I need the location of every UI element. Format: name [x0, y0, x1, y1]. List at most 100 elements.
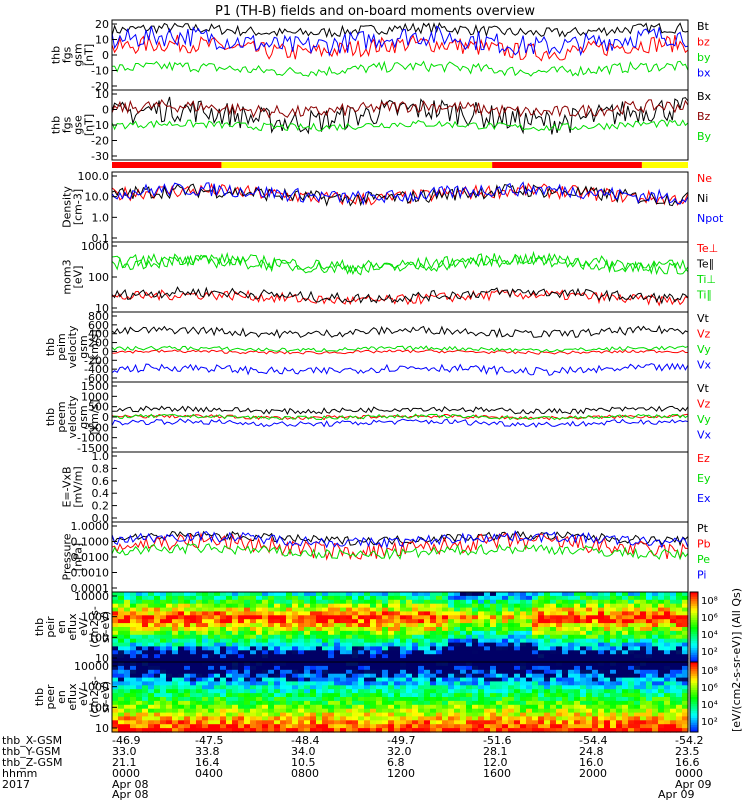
spectrogram-cell [364, 700, 371, 706]
spectrogram-cell [682, 665, 689, 671]
spectrogram-cell [658, 654, 665, 659]
spectrogram-cell [184, 630, 191, 636]
colorbar-step [690, 685, 698, 689]
spectrogram-cell [196, 595, 203, 601]
spectrogram-cell [226, 716, 233, 721]
spectrogram-cell [682, 728, 689, 733]
spectrogram-cell [586, 638, 593, 644]
spectrogram-cell [424, 646, 431, 651]
spectrogram-cell [676, 611, 683, 616]
spectrogram-cell [406, 673, 413, 679]
spectrogram-cell [616, 720, 623, 725]
spectrogram-cell [364, 693, 371, 698]
spectrogram-cell [574, 654, 581, 659]
spectrogram-cell [214, 611, 221, 616]
spectrogram-cell [328, 623, 335, 628]
spectrogram-cell [466, 673, 473, 679]
spectrogram-cell [562, 704, 569, 710]
spectrogram-cell [520, 627, 527, 632]
spectrogram-cell [316, 595, 323, 601]
spectrogram-cell [430, 704, 437, 710]
spectrogram-cell [646, 627, 653, 632]
spectrogram-cell [340, 693, 347, 698]
spectrogram-cell [298, 669, 305, 675]
spectrogram-cell [214, 607, 221, 613]
spectrogram-cell [580, 607, 587, 613]
spectrogram-cell [124, 599, 131, 605]
spectrogram-cell [580, 638, 587, 644]
spectrogram-cell [184, 607, 191, 613]
spectrogram-cell [370, 592, 377, 597]
spectrogram-cell [178, 665, 185, 671]
spectrogram-cell [364, 623, 371, 628]
spectrogram-cell [184, 720, 191, 725]
spectrogram-cell [562, 592, 569, 597]
spectrogram-cell [640, 592, 647, 597]
spectrogram-cell [328, 627, 335, 632]
spectrogram-cell [202, 638, 209, 644]
spectrogram-cell [124, 658, 131, 663]
spectrogram-cell [586, 704, 593, 710]
spectrogram-cell [334, 712, 341, 718]
y-tick-label: 100 [88, 631, 109, 644]
spectrogram-cell [166, 716, 173, 721]
spectrogram-cell [112, 650, 119, 655]
spectrogram-cell [526, 681, 533, 686]
spectrogram-cell [310, 650, 317, 655]
spectrogram-cell [646, 697, 653, 702]
spectrogram-cell [460, 665, 467, 671]
spectrogram-cell [118, 607, 125, 613]
spectrogram-cell [514, 662, 521, 667]
spectrogram-cell [184, 665, 191, 671]
spectrogram-cell [574, 665, 581, 671]
spectrogram-cell [580, 599, 587, 605]
spectrogram-cell [232, 728, 239, 733]
spectrogram-cell [484, 650, 491, 655]
spectrogram-cell [346, 658, 353, 663]
spectrogram-cell [262, 712, 269, 718]
spectrogram-cell [388, 681, 395, 686]
spectrogram-cell [544, 646, 551, 651]
spectrogram-cell [424, 642, 431, 648]
spectrogram-cell [502, 697, 509, 702]
spectrogram-cell [328, 646, 335, 651]
spectrogram-cell [382, 627, 389, 632]
spectrogram-cell [136, 642, 143, 648]
spectrogram-cell [232, 611, 239, 616]
spectrogram-cell [364, 685, 371, 690]
spectrogram-cell [154, 685, 161, 690]
spectrogram-cell [124, 619, 131, 624]
spectrogram-cell [262, 630, 269, 636]
spectrogram-cell [208, 716, 215, 721]
spectrogram-cell [508, 681, 515, 686]
spectrogram-cell [160, 685, 167, 690]
spectrogram-cell [532, 677, 539, 683]
spectrogram-cell [454, 712, 461, 718]
spectrogram-cell [406, 611, 413, 616]
spectrogram-cell [616, 697, 623, 702]
spectrogram-cell [646, 704, 653, 710]
spectrogram-cell [112, 665, 119, 671]
spectrogram-cell [394, 712, 401, 718]
spectrogram-cell [598, 662, 605, 667]
spectrogram-cell [556, 599, 563, 605]
spectrogram-cell [406, 662, 413, 667]
spectrogram-cell [250, 623, 257, 628]
spectrogram-cell [364, 627, 371, 632]
spectrogram-cell [658, 716, 665, 721]
spectrogram-cell [592, 712, 599, 718]
spectrogram-cell [364, 611, 371, 616]
spectrogram-cell [616, 642, 623, 648]
spectrogram-cell [322, 627, 329, 632]
spectrogram-cell [616, 681, 623, 686]
spectrogram-cell [634, 693, 641, 698]
spectrogram-cell [472, 603, 479, 609]
spectrogram-cell [508, 603, 515, 609]
spectrogram-cell [184, 728, 191, 733]
spectrogram-cell [316, 592, 323, 597]
spectrogram-cell [442, 642, 449, 648]
spectrogram-cell [148, 677, 155, 683]
spectrogram-cell [604, 623, 611, 628]
ephemeris-value: 0800 [291, 767, 319, 780]
spectrogram-cell [196, 662, 203, 667]
